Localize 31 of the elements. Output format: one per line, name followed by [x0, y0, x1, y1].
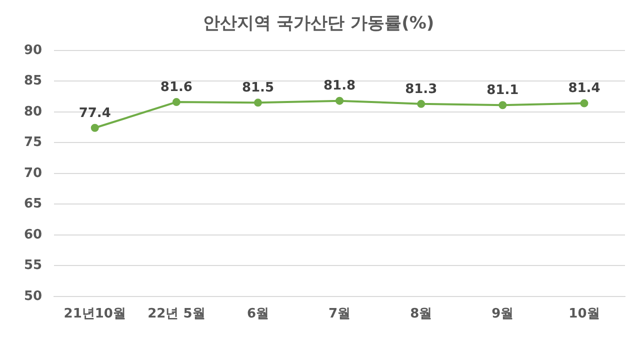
point: [90, 124, 99, 132]
point: [580, 99, 588, 108]
data-label: 81.8: [324, 78, 356, 94]
x-tick-label: 22년 5월: [148, 306, 206, 322]
point: [498, 101, 507, 110]
y-tick-label: 75: [24, 135, 42, 150]
data-label: 81.1: [486, 83, 519, 98]
chart-title: 안산지역 국가산단 가동률(%): [202, 14, 434, 34]
y-tick-label: 70: [24, 166, 42, 181]
point: [172, 98, 180, 106]
point: [417, 100, 426, 108]
x-tick-label: 8월: [410, 306, 432, 322]
x-tick-label: 6월: [246, 306, 270, 322]
x-tick-label: 10월: [568, 306, 600, 322]
x-tick-label: 7월: [328, 306, 351, 322]
x-tick-label: 9월: [492, 306, 514, 322]
data-label: 81.3: [405, 82, 438, 97]
point: [336, 96, 344, 105]
point: [254, 98, 262, 107]
y-tick-label: 60: [24, 227, 42, 242]
y-tick-label: 80: [24, 104, 42, 120]
y-tick-label: 65: [24, 196, 42, 212]
data-label: 81.4: [568, 81, 600, 96]
x-tick-label: 21년10월: [64, 306, 126, 322]
data-label: 77.4: [78, 106, 111, 121]
y-tick-label: 55: [24, 258, 42, 274]
y-tick-label: 50: [24, 288, 42, 304]
data-label: 81.6: [160, 80, 192, 95]
y-tick-label: 85: [24, 74, 42, 89]
y-tick-label: 90: [24, 42, 42, 58]
data-label: 81.5: [242, 80, 274, 96]
